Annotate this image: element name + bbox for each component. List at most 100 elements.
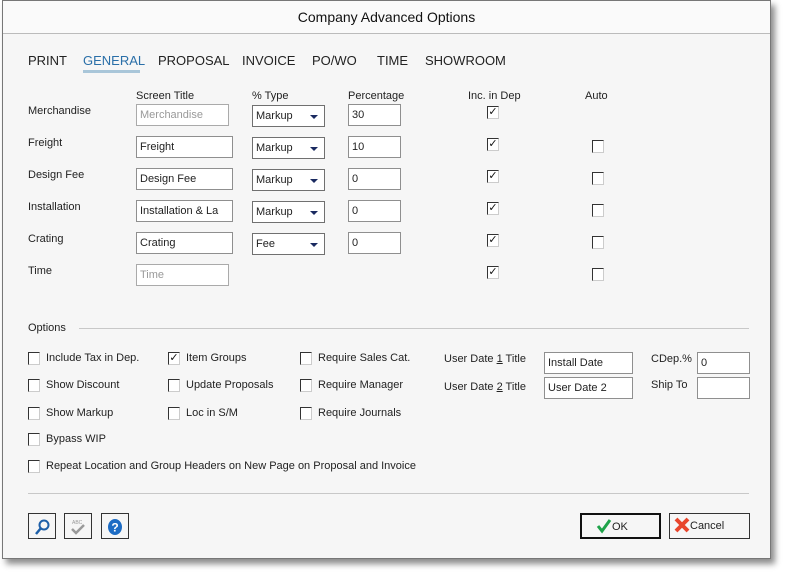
option-checkbox[interactable]	[300, 352, 312, 365]
tab-invoice[interactable]: INVOICE	[242, 53, 296, 68]
checkmark-icon	[596, 519, 612, 534]
options-label: Options	[28, 322, 66, 334]
option-label: Loc in S/M	[186, 407, 238, 419]
percentage-input[interactable]: 10	[348, 136, 401, 158]
dropdown-arrow-icon	[310, 147, 318, 151]
type-value: Markup	[256, 174, 293, 186]
type-value: Markup	[256, 206, 293, 218]
tab-po-wo[interactable]: PO/WO	[312, 53, 357, 68]
inc-dep-checkbox[interactable]: ✓	[487, 234, 499, 247]
svg-text:?: ?	[111, 521, 118, 535]
auto-checkbox[interactable]	[592, 268, 604, 281]
percentage-input[interactable]: 0	[348, 200, 401, 222]
option-checkbox[interactable]	[168, 379, 180, 392]
row-label: Installation	[28, 201, 81, 213]
options-divider	[79, 328, 749, 329]
cancel-label: Cancel	[690, 520, 725, 532]
ship-to-label: Ship To	[651, 379, 688, 391]
inc-dep-checkbox[interactable]: ✓	[487, 202, 499, 215]
header-auto: Auto	[585, 90, 608, 102]
row-label: Crating	[28, 233, 64, 245]
row-label: Merchandise	[28, 105, 91, 117]
user-date2-input[interactable]: User Date 2	[544, 377, 633, 399]
option-checkbox[interactable]	[168, 407, 180, 420]
screen-title-input[interactable]: Installation & La	[136, 200, 233, 222]
inc-dep-checkbox[interactable]: ✓	[487, 266, 499, 279]
option-checkbox[interactable]	[28, 433, 40, 446]
cancel-button[interactable]: Cancel	[669, 513, 750, 539]
auto-checkbox[interactable]	[592, 172, 604, 185]
dropdown-arrow-icon	[310, 243, 318, 247]
tab-print[interactable]: PRINT	[28, 53, 67, 68]
user-date1-label: User Date 1 Title	[444, 353, 526, 365]
find-button[interactable]	[28, 513, 56, 539]
option-label: Repeat Location and Group Headers on New…	[46, 460, 416, 472]
tab-showroom[interactable]: SHOWROOM	[425, 53, 506, 68]
option-label: Require Journals	[318, 407, 402, 419]
option-checkbox[interactable]	[28, 460, 40, 473]
cdep-label: CDep.%	[651, 353, 692, 365]
screen-title-input[interactable]: Merchandise	[136, 104, 229, 126]
inc-dep-checkbox[interactable]: ✓	[487, 170, 499, 183]
footer-divider	[28, 493, 749, 494]
type-value: Markup	[256, 142, 293, 154]
type-select[interactable]: Markup	[252, 169, 325, 191]
option-checkbox[interactable]: ✓	[168, 352, 180, 365]
option-checkbox[interactable]	[28, 407, 40, 420]
tab-time[interactable]: TIME	[377, 53, 409, 68]
ship-to-input[interactable]	[697, 377, 750, 399]
header-percentage: Percentage	[348, 90, 405, 102]
auto-checkbox[interactable]	[592, 236, 604, 249]
option-label: Require Manager	[318, 379, 403, 391]
tab-proposal[interactable]: PROPOSAL	[158, 53, 230, 68]
ok-button[interactable]: OK	[580, 513, 661, 539]
screen-title-input[interactable]: Crating	[136, 232, 233, 254]
svg-text:ABC: ABC	[72, 520, 83, 526]
percentage-input[interactable]: 30	[348, 104, 401, 126]
option-label: Item Groups	[186, 352, 247, 364]
type-select[interactable]: Markup	[252, 105, 325, 127]
option-checkbox[interactable]	[28, 352, 40, 365]
option-checkbox[interactable]	[28, 379, 40, 392]
cdep-input[interactable]: 0	[697, 352, 750, 374]
percentage-input[interactable]: 0	[348, 232, 401, 254]
dialog-window: Company Advanced Options PRINT GENERAL P…	[2, 0, 771, 559]
inc-dep-checkbox[interactable]: ✓	[487, 138, 499, 151]
type-value: Markup	[256, 110, 293, 122]
spellcheck-icon: ABC	[71, 520, 85, 535]
option-label: Bypass WIP	[46, 433, 106, 445]
help-button[interactable]: ?	[101, 513, 129, 539]
type-select[interactable]: Markup	[252, 137, 325, 159]
option-checkbox[interactable]	[300, 407, 312, 420]
option-label: Show Discount	[46, 379, 120, 391]
row-label: Freight	[28, 137, 63, 149]
option-label: Require Sales Cat.	[318, 352, 411, 364]
row-label: Time	[28, 265, 53, 277]
type-select[interactable]: Fee	[252, 233, 325, 255]
type-select[interactable]: Markup	[252, 201, 325, 223]
row-label: Design Fee	[28, 169, 85, 181]
header-screen-title: Screen Title	[136, 90, 195, 102]
help-icon: ?	[108, 519, 122, 535]
x-icon	[674, 517, 690, 533]
screen-title-input[interactable]: Time	[136, 264, 229, 286]
inc-dep-checkbox[interactable]: ✓	[487, 106, 499, 119]
screen-title-input[interactable]: Design Fee	[136, 168, 233, 190]
spellcheck-button[interactable]: ABC	[64, 513, 92, 539]
option-label: Update Proposals	[186, 379, 274, 391]
dropdown-arrow-icon	[310, 211, 318, 215]
option-label: Show Markup	[46, 407, 114, 419]
magnifier-icon	[35, 519, 50, 535]
option-checkbox[interactable]	[300, 379, 312, 392]
screen-title-input[interactable]: Freight	[136, 136, 233, 158]
header-type: % Type	[252, 90, 289, 102]
header-inc-dep: Inc. in Dep	[468, 90, 521, 102]
dialog-title: Company Advanced Options	[3, 1, 770, 34]
tab-general[interactable]: GENERAL	[83, 53, 146, 68]
ok-label: OK	[612, 521, 628, 533]
auto-checkbox[interactable]	[592, 204, 604, 217]
auto-checkbox[interactable]	[592, 140, 604, 153]
percentage-input[interactable]: 0	[348, 168, 401, 190]
dropdown-arrow-icon	[310, 179, 318, 183]
user-date1-input[interactable]: Install Date	[544, 352, 633, 374]
